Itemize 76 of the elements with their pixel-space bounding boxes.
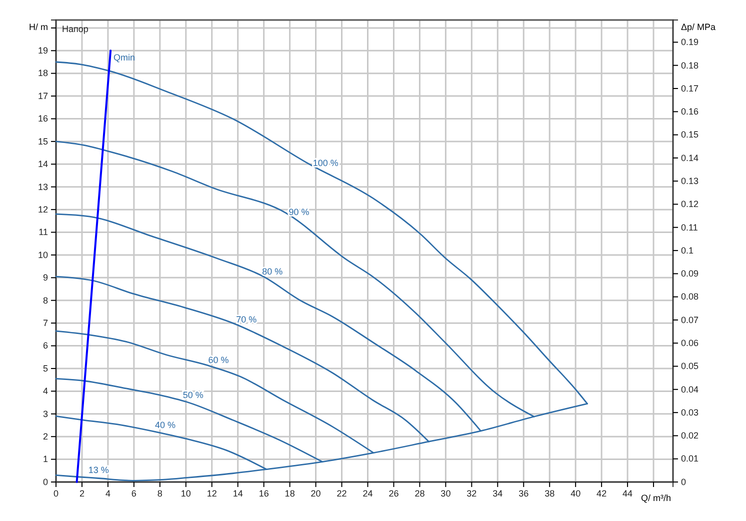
x-tick-label: 24 [362, 488, 373, 498]
y-tick-label: 15 [38, 136, 48, 146]
series-label: 70 % [236, 314, 257, 325]
y-axis-title: H/ m [29, 22, 48, 32]
y2-tick-label: 0.14 [681, 152, 699, 163]
y2-tick-label: 0.12 [681, 199, 699, 210]
series-label: 13 % [88, 464, 109, 475]
series-label: 60 % [208, 354, 229, 365]
y2-tick-label: 0.03 [681, 407, 699, 418]
y-tick-label: 10 [38, 250, 48, 260]
x-tick-label: 36 [518, 488, 529, 498]
series-label: 50 % [182, 390, 204, 400]
y2-tick-label: 0.18 [681, 60, 699, 70]
y-tick-label: 19 [38, 46, 48, 56]
x-tick-label: 10 [180, 488, 191, 498]
x-tick-label: 20 [310, 488, 321, 498]
series-label: 40 % [154, 420, 176, 430]
series-label: 100 % [312, 158, 338, 168]
y2-tick-label: 0.15 [681, 130, 699, 140]
y2-tick-label: 0.05 [681, 361, 699, 372]
x-tick-label: 28 [414, 488, 425, 498]
y-tick-label: 13 [38, 182, 48, 192]
y2-tick-label: 0.07 [681, 314, 699, 325]
chart-title: Напор [62, 24, 88, 34]
x-tick-label: 16 [258, 488, 269, 498]
y2-tick-label: 0.01 [681, 454, 699, 464]
y-tick-label: 7 [42, 318, 48, 328]
y2-tick-label: 0.09 [681, 268, 699, 279]
y2-tick-label: 0.11 [681, 222, 698, 232]
x-tick-label: 2 [79, 488, 84, 498]
y-tick-label: 14 [38, 159, 48, 170]
y-tick-label: 4 [42, 386, 48, 396]
series-label: 80 % [262, 266, 283, 277]
x-tick-label: 8 [157, 488, 162, 498]
x-tick-label: 0 [53, 488, 59, 498]
y-tick-label: 8 [42, 295, 48, 306]
x-tick-label: 12 [206, 488, 217, 498]
y2-tick-label: 0 [681, 476, 686, 487]
y2-tick-label: 0.17 [681, 83, 699, 94]
y2-tick-label: 0.1 [681, 245, 694, 256]
x-tick-label: 18 [284, 488, 295, 498]
x-tick-label: 14 [232, 488, 243, 498]
y2-tick-label: 0.16 [681, 106, 699, 117]
y2-tick-label: 0.02 [681, 430, 699, 441]
y-tick-label: 0 [42, 476, 48, 487]
y2-tick-label: 0.13 [681, 176, 699, 186]
series-label: 90 % [288, 206, 310, 217]
y2-tick-label: 0.19 [681, 37, 699, 48]
y-tick-label: 2 [42, 431, 48, 442]
y-tick-label: 16 [38, 114, 48, 124]
y-tick-label: 3 [42, 408, 48, 419]
y-tick-label: 12 [38, 204, 48, 214]
x-tick-label: 6 [131, 488, 136, 498]
x-tick-label: 22 [336, 488, 347, 498]
y2-tick-label: 0.06 [681, 338, 699, 348]
y-tick-label: 6 [42, 340, 48, 351]
x-tick-label: 26 [388, 488, 399, 498]
y-tick-label: 5 [42, 363, 48, 374]
y-tick-label: 18 [38, 68, 48, 78]
y-tick-label: 9 [42, 272, 48, 283]
y2-axis-title: Δp/ MPa [681, 22, 716, 32]
annotation: Qmin [114, 52, 136, 63]
x-tick-label: 38 [544, 488, 555, 498]
x-axis-title: Q/ m³/h [640, 493, 671, 503]
x-tick-label: 44 [622, 488, 633, 498]
x-tick-label: 40 [570, 488, 581, 498]
x-tick-label: 4 [105, 488, 110, 498]
y2-tick-label: 0.04 [681, 384, 699, 394]
x-tick-label: 32 [466, 488, 477, 498]
x-tick-label: 42 [596, 488, 607, 498]
y-tick-label: 17 [38, 90, 48, 101]
y-tick-label: 11 [38, 227, 48, 238]
y2-tick-label: 0.08 [681, 292, 699, 302]
x-tick-label: 34 [492, 488, 503, 498]
x-tick-label: 30 [440, 488, 451, 498]
y-tick-label: 1 [42, 454, 48, 464]
